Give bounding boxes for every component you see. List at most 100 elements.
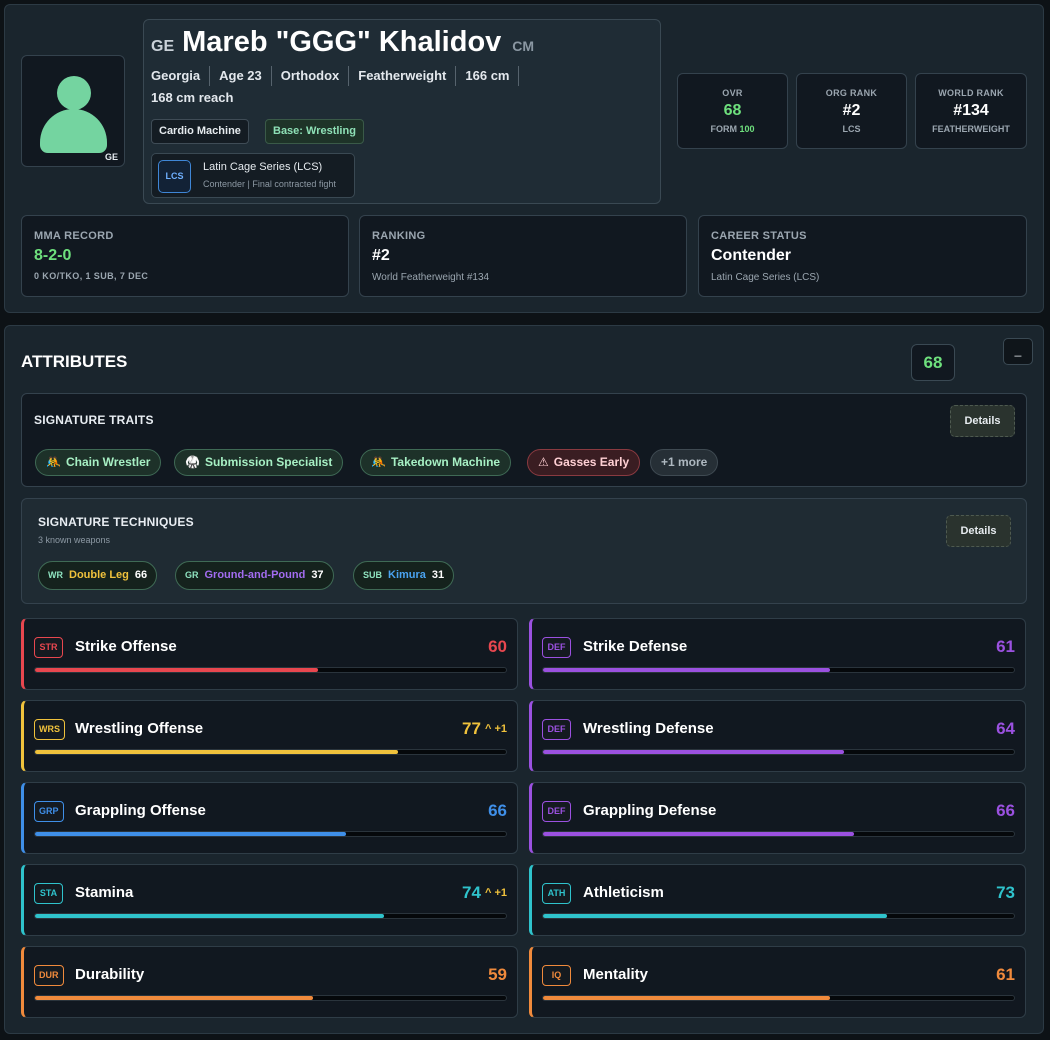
attribute-code-badge: DEF — [542, 637, 571, 658]
world-rank-sub: FEATHERWEIGHT — [932, 124, 1010, 134]
attribute-card[interactable]: IQ Mentality 61 — [529, 946, 1026, 1018]
fighter-name-card: GE Mareb "GGG" Khalidov CM Georgia Age 2… — [143, 19, 661, 204]
attribute-value: 77 — [462, 719, 481, 738]
attribute-name: Strike Offense — [75, 638, 177, 655]
avatar: GE — [21, 55, 125, 167]
attribute-progress-fill — [35, 668, 318, 672]
techniques-title: SIGNATURE TECHNIQUES — [38, 515, 194, 529]
attribute-progress-bar — [34, 667, 507, 673]
attribute-name: Durability — [75, 966, 145, 983]
technique-code: GR — [185, 570, 199, 580]
ranking-card: RANKING #2 World Featherweight #134 — [359, 215, 687, 297]
techniques-details-button[interactable]: Details — [946, 515, 1011, 547]
trait-label: Gasses Early — [553, 455, 630, 469]
world-rank-stat-box: WORLD RANK #134 FEATHERWEIGHT — [915, 73, 1027, 149]
warning-icon: ⚠ — [538, 455, 549, 469]
trait-label: Takedown Machine — [390, 455, 501, 469]
gi-icon: 🥋 — [185, 455, 200, 469]
status-value: Contender — [711, 247, 791, 264]
organization-card[interactable]: LCS Latin Cage Series (LCS) Contender | … — [151, 153, 355, 198]
attribute-progress-fill — [543, 996, 831, 1000]
ranking-label: RANKING — [372, 230, 426, 242]
weight-class-code: CM — [512, 38, 535, 54]
ovr-stat-box: OVR 68 FORM 100 — [677, 73, 788, 149]
trait-chip-more[interactable]: +1 more — [650, 449, 719, 476]
attribute-delta: ^ +1 — [484, 887, 507, 899]
org-rank-value: #2 — [842, 102, 861, 119]
attribute-delta: ^ +1 — [484, 723, 507, 735]
attribute-code-badge: ATH — [542, 883, 571, 904]
fighter-meta: Georgia Age 23 Orthodox Featherweight 16… — [151, 66, 520, 86]
attribute-name: Athleticism — [583, 884, 664, 901]
attribute-card[interactable]: DEF Grappling Defense 66 — [529, 782, 1026, 854]
attribute-progress-fill — [35, 914, 384, 918]
career-status-card: CAREER STATUS Contender Latin Cage Serie… — [698, 215, 1027, 297]
attribute-card[interactable]: GRP Grappling Offense 66 — [21, 782, 518, 854]
attribute-card[interactable]: DEF Strike Defense 61 — [529, 618, 1026, 690]
attribute-name: Wrestling Offense — [75, 720, 204, 737]
attribute-card[interactable]: STA Stamina 74 ^ +1 — [21, 864, 518, 936]
org-rank-stat-box: ORG RANK #2 LCS — [796, 73, 907, 149]
attribute-progress-fill — [543, 832, 854, 836]
attribute-value: 61 — [996, 637, 1015, 656]
attribute-progress-fill — [543, 668, 831, 672]
attribute-code-badge: WRS — [34, 719, 65, 740]
collapse-button[interactable]: _ — [1003, 338, 1033, 365]
attribute-value-readout: 66 — [488, 801, 507, 821]
attribute-card[interactable]: DUR Durability 59 — [21, 946, 518, 1018]
world-rank-value: #134 — [953, 102, 989, 119]
meta-country: Georgia — [151, 66, 211, 86]
attribute-value: 61 — [996, 965, 1015, 984]
ranking-value: #2 — [372, 247, 390, 264]
trait-label: Chain Wrestler — [65, 455, 151, 469]
attribute-code-badge: GRP — [34, 801, 64, 822]
trait-chip-submission-specialist[interactable]: 🥋 Submission Specialist — [174, 449, 344, 476]
profile-panel: GE GE Mareb "GGG" Khalidov CM Georgia Ag… — [4, 4, 1044, 313]
attribute-progress-bar — [542, 995, 1015, 1001]
attribute-progress-fill — [35, 996, 313, 1000]
attribute-value-readout: 66 — [996, 801, 1015, 821]
fighter-name: Mareb "GGG" Khalidov — [182, 26, 502, 58]
techniques-subtitle: 3 known weapons — [38, 535, 111, 545]
technique-chip-double-leg[interactable]: WR Double Leg 66 — [38, 561, 158, 590]
org-logo-icon: LCS — [158, 160, 191, 193]
attribute-value: 59 — [488, 965, 507, 984]
ranking-sub: World Featherweight #134 — [372, 272, 490, 283]
meta-age: Age 23 — [210, 66, 272, 86]
attribute-value-readout: 77 ^ +1 — [462, 719, 507, 739]
trait-chip-gasses-early[interactable]: ⚠ Gasses Early — [527, 449, 641, 476]
technique-chip-ground-and-pound[interactable]: GR Ground-and-Pound 37 — [175, 561, 334, 590]
technique-name: Kimura — [388, 569, 426, 581]
attribute-card[interactable]: STR Strike Offense 60 — [21, 618, 518, 690]
attribute-code-badge: STR — [34, 637, 63, 658]
attribute-card[interactable]: DEF Wrestling Defense 64 — [529, 700, 1026, 772]
meta-reach: 168 cm reach — [151, 90, 234, 105]
attribute-name: Stamina — [75, 884, 134, 901]
attribute-card[interactable]: ATH Athleticism 73 — [529, 864, 1026, 936]
attribute-value: 66 — [488, 801, 507, 820]
trait-chip-chain-wrestler[interactable]: 🤼 Chain Wrestler — [35, 449, 162, 476]
attribute-value-readout: 59 — [488, 965, 507, 985]
avatar-head-icon — [57, 76, 91, 110]
trait-chip-takedown-machine[interactable]: 🤼 Takedown Machine — [360, 449, 512, 476]
attribute-progress-fill — [543, 914, 887, 918]
wrestling-icon: 🤼 — [371, 455, 386, 469]
attribute-name: Grappling Offense — [75, 802, 206, 819]
attribute-card[interactable]: WRS Wrestling Offense 77 ^ +1 — [21, 700, 518, 772]
form-readout: FORM 100 — [678, 124, 787, 134]
technique-value: 37 — [311, 569, 324, 581]
attributes-panel: ATTRIBUTES 68 _ SIGNATURE TRAITS Details… — [4, 325, 1044, 1034]
technique-chip-kimura[interactable]: SUB Kimura 31 — [353, 561, 455, 590]
traits-details-button[interactable]: Details — [950, 405, 1015, 437]
attribute-value-readout: 64 — [996, 719, 1015, 739]
attribute-name: Mentality — [583, 966, 649, 983]
tag-base-style: Base: Wrestling — [265, 119, 364, 144]
attribute-code-badge: DEF — [542, 719, 571, 740]
meta-height: 166 cm — [456, 66, 520, 86]
trait-label: Submission Specialist — [204, 455, 333, 469]
attribute-value: 64 — [996, 719, 1015, 738]
attribute-value-readout: 61 — [996, 637, 1015, 657]
mma-record-card: MMA RECORD 8-2-0 0 KO/TKO, 1 SUB, 7 DEC — [21, 215, 349, 297]
tag-cardio-machine: Cardio Machine — [151, 119, 249, 144]
attribute-value-readout: 73 — [996, 883, 1015, 903]
